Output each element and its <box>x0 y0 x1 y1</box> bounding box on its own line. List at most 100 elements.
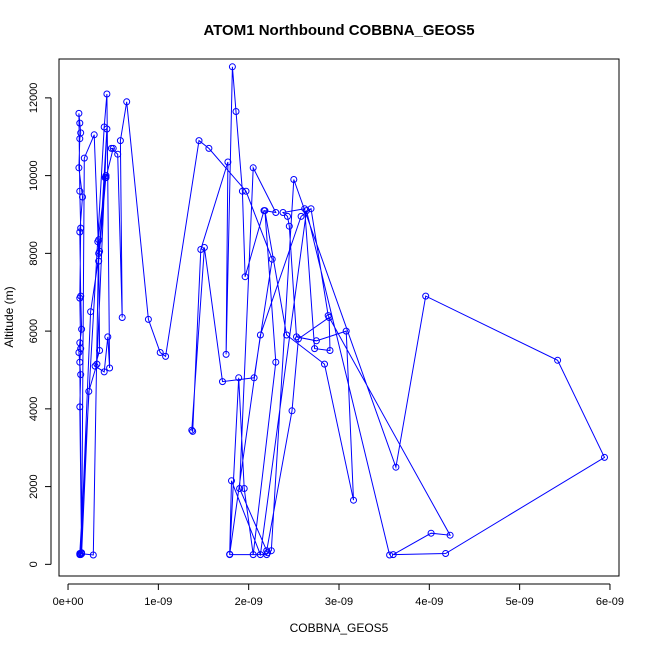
data-point <box>107 144 115 152</box>
data-point <box>294 335 302 343</box>
data-point <box>442 550 450 557</box>
y-axis-label: Altitude (m) <box>2 286 16 347</box>
data-point <box>283 331 291 339</box>
data-point <box>90 131 98 139</box>
data-point <box>222 350 230 358</box>
data-point <box>284 212 291 220</box>
data-point <box>77 371 85 379</box>
data-point <box>386 551 394 559</box>
data-point <box>228 477 235 485</box>
data-point <box>94 238 102 246</box>
data-point <box>85 387 93 395</box>
data-point <box>240 485 248 492</box>
data-point <box>87 308 95 316</box>
data-point <box>268 255 276 263</box>
data-point <box>293 333 300 341</box>
data-point <box>116 137 124 145</box>
data-point <box>106 364 114 372</box>
x-tick-label: 2e-09 <box>235 596 263 608</box>
plot-frame <box>58 58 620 577</box>
data-point <box>238 187 246 195</box>
chart-title: ATOM1 Northbound COBBNA_GEOS5 <box>203 22 474 39</box>
data-point <box>123 98 131 106</box>
data-point <box>75 109 83 117</box>
data-point <box>232 108 240 115</box>
data-point <box>102 172 110 180</box>
y-tick-label: 12000 <box>28 83 40 114</box>
data-point <box>267 547 275 555</box>
x-axis-label: COBBNA_GEOS5 <box>290 621 389 635</box>
data-point <box>228 63 236 71</box>
data-point <box>103 90 111 98</box>
data-point <box>235 374 243 382</box>
data-point <box>102 174 110 182</box>
data-point <box>288 407 296 415</box>
data-point <box>256 551 264 559</box>
data-point <box>272 358 280 366</box>
data-point <box>342 327 350 335</box>
data-point <box>200 244 208 251</box>
data-point <box>285 222 293 230</box>
data-point <box>290 176 298 183</box>
data-point <box>89 551 97 559</box>
data-point <box>303 207 310 215</box>
data-point <box>76 187 84 195</box>
data-point <box>241 273 249 281</box>
data-point <box>249 551 257 559</box>
data-point <box>601 453 608 461</box>
y-tick-label: 2000 <box>28 474 40 498</box>
data-point <box>189 427 197 435</box>
data-point <box>250 374 258 382</box>
data-point <box>80 154 88 162</box>
x-tick-label: 5e-09 <box>506 596 534 608</box>
data-point <box>279 209 287 216</box>
data-point <box>261 207 269 215</box>
data-point <box>554 356 562 364</box>
data-point <box>100 123 108 131</box>
data-point <box>324 312 332 320</box>
data-point <box>446 531 454 539</box>
data-point <box>118 314 126 321</box>
data-point <box>272 209 280 216</box>
data-point <box>100 368 108 376</box>
data-point <box>93 360 101 368</box>
data-point <box>205 144 213 152</box>
data-point <box>307 205 315 213</box>
data-point <box>144 315 152 323</box>
data-point <box>256 331 264 339</box>
data-point <box>77 224 85 232</box>
data-point <box>91 362 99 370</box>
data-point <box>389 551 397 559</box>
data-point <box>219 378 226 386</box>
data-point <box>326 347 334 354</box>
x-tick-label: 3e-09 <box>325 596 353 608</box>
data-point <box>79 193 86 201</box>
y-axis: 0 2000 4000 6000 8000 10000 12000 <box>28 83 52 567</box>
series-line <box>78 66 606 557</box>
data-point <box>392 463 400 471</box>
data-point <box>311 345 319 353</box>
y-tick-label: 6000 <box>28 319 40 343</box>
data-point <box>162 352 170 360</box>
data-point <box>297 212 305 220</box>
data-point <box>114 150 122 158</box>
data-point <box>77 551 85 559</box>
x-tick-label: 1e-09 <box>144 596 172 608</box>
data-point <box>312 337 320 345</box>
x-tick-label: 0e+00 <box>53 596 84 608</box>
data-point <box>96 347 104 354</box>
data-point <box>76 358 84 366</box>
data-point <box>188 426 196 434</box>
data-point <box>427 529 435 537</box>
data-point <box>77 345 85 353</box>
data-point <box>75 349 83 356</box>
data-point <box>197 246 205 253</box>
data-point <box>76 550 84 557</box>
data-point <box>156 349 164 356</box>
y-tick-label: 10000 <box>28 160 40 191</box>
data-point <box>76 119 84 127</box>
data-point <box>104 333 112 341</box>
data-point <box>78 325 86 333</box>
